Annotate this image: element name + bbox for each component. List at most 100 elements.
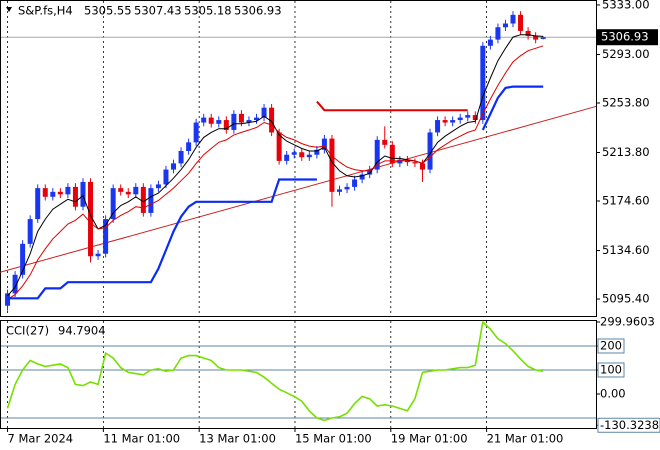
indicator-line [7,85,544,300]
candle-body [193,122,199,143]
y-tick-box [597,338,625,354]
candle-body [306,154,312,158]
y-tick-box [597,362,625,378]
current-price-label: 5306.93 [601,30,649,44]
current-price-box [596,29,658,46]
x-tick-label: 19 Mar 01:00 [391,432,468,446]
x-tick-label: 21 Mar 01:00 [487,432,564,446]
candle-body [465,115,471,118]
candle-body [186,142,192,152]
candle-body [133,186,139,195]
candle-body [495,27,501,40]
header-high: 5307.43 [134,4,182,18]
candle-body [291,152,297,155]
candle-body [359,174,365,180]
candle-body [276,132,282,161]
y-tick-box [597,417,660,433]
y-tick-label: 5095.40 [602,292,650,306]
candle-body [35,188,41,220]
symbol-arrow [6,7,12,12]
cci-value: 94.7904 [58,324,106,338]
y-tick-label: 299.9603 [600,315,655,329]
candle-body [65,186,71,195]
candle-body [336,189,342,192]
candle-body [27,219,33,244]
indicator-line [7,45,544,300]
candle-body [238,113,244,123]
candle-body [321,138,327,150]
y-tick-label: 5174.60 [602,194,650,208]
candle-body [397,159,403,164]
candle-body [329,138,335,192]
candle-body [450,120,456,123]
y-tick-label: 5293.00 [602,47,650,61]
candle-body [80,181,86,207]
candle-body [88,181,94,257]
candle-body [487,39,493,46]
candle-body [352,179,358,187]
candle-body [42,188,48,197]
candle-body [284,154,290,161]
candle-body [12,274,18,294]
x-tick-label: 11 Mar 01:00 [103,432,180,446]
y-tick-label: 200 [600,338,622,352]
candle-body [412,162,418,164]
y-tick-label: 100 [600,362,622,376]
candle-body [510,14,516,24]
candle-body [125,191,131,195]
candle-body [502,23,508,28]
candle-body [382,139,388,145]
y-tick-label: 0.00 [600,386,626,400]
trendline [0,105,597,273]
y-tick-label: 5333.00 [602,0,650,11]
candle-body [20,243,26,275]
candle-body [518,14,524,31]
candle-body [419,163,425,170]
x-tick-label: 15 Mar 01:00 [295,432,372,446]
candle-body [148,188,154,213]
candle-body [163,169,169,185]
candle-body [140,186,146,213]
cci-line [6,320,544,422]
y-tick-label: 5253.80 [602,95,650,109]
candle-body [525,30,531,36]
header: S&P.fs,H4 5305.55 5307.43 5305.18 5306.9… [6,4,282,18]
candle-body [269,107,275,133]
header-open: 5305.55 [84,4,132,18]
symbol-title: S&P.fs,H4 [18,4,73,18]
candle-body [314,149,320,155]
candle-body [178,151,184,164]
header-close: 5306.93 [234,4,282,18]
x-tick-label: 13 Mar 01:00 [199,432,276,446]
candle-body [223,120,229,130]
candle-body [540,37,546,39]
candle-body [57,191,63,195]
candle-body [344,186,350,190]
price-panel [0,0,597,317]
candle-body [299,152,305,158]
candle-body [480,45,486,121]
candle-body [427,132,433,170]
candle-body [261,107,267,118]
candle-body [231,113,237,130]
candle-body [118,188,124,192]
candle-body [201,117,207,123]
cci-title: CCI(27) [6,324,49,338]
candle-body [155,184,161,189]
candle-body [389,144,395,164]
candle-body [254,117,260,121]
candle-body [246,120,252,123]
y-tick-label: -130.3238 [600,418,659,432]
candle-body [367,169,373,175]
x-tick-label: 7 Mar 2024 [8,432,74,446]
header-low: 5305.18 [184,4,232,18]
candle-body [533,35,539,40]
y-tick-label: 5213.80 [602,145,650,159]
cci-panel [0,320,597,429]
candle-body [374,139,380,170]
y-tick-label: 5134.60 [602,243,650,257]
candle-body [216,120,222,124]
candle-body [103,219,109,254]
